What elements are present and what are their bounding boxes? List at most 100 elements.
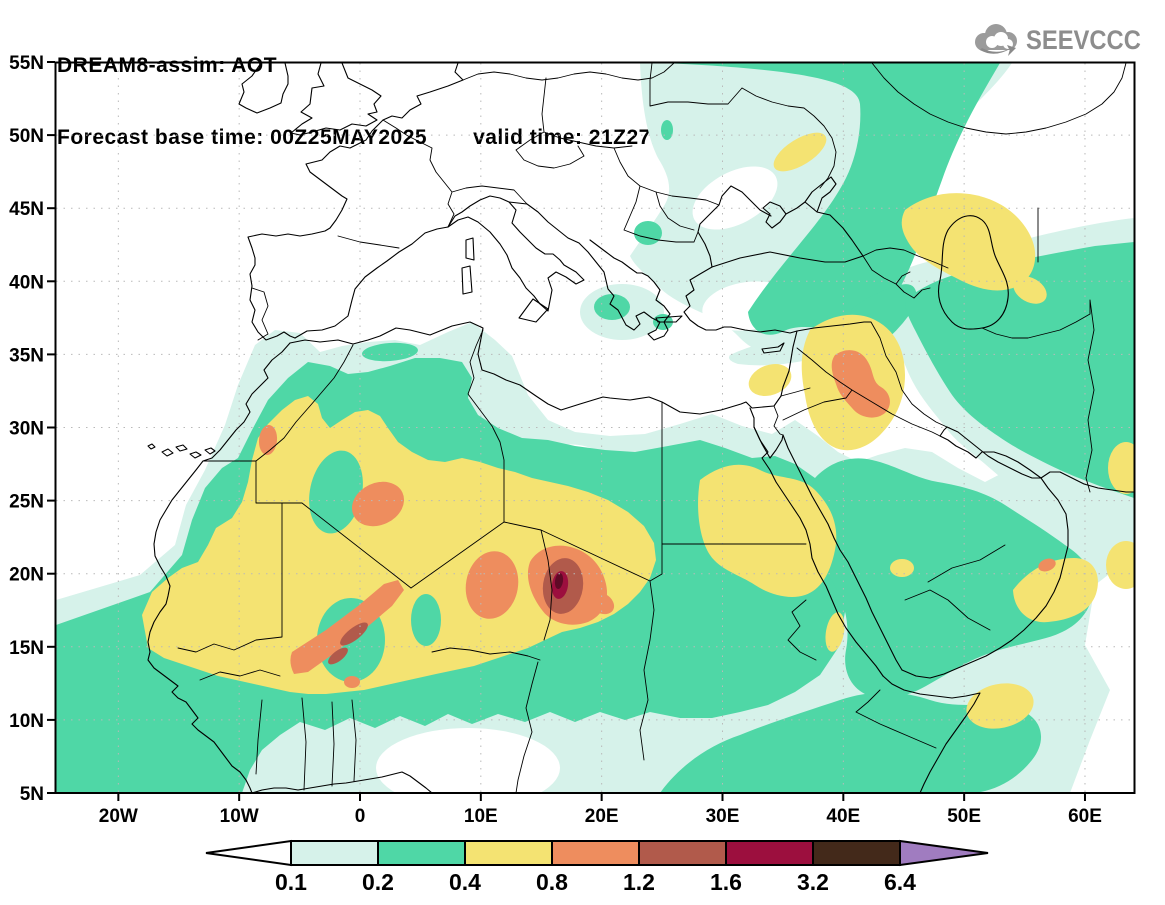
page-title: DREAM8-assim: AOT (57, 54, 278, 77)
map-shape (904, 544, 1006, 631)
map-shape (290, 63, 382, 136)
map-shape (147, 443, 216, 459)
map-shape (753, 426, 884, 677)
iraq-orange-core (831, 350, 890, 418)
map-shape (782, 434, 903, 671)
y-tick-label: 25N (9, 492, 44, 513)
legend-label: 0.8 (536, 869, 568, 895)
plot-frame (54, 61, 1136, 794)
dotted-gridlines (56, 63, 1134, 792)
ukraine-yellow (773, 132, 827, 172)
east-med-cyan-strip (729, 340, 813, 366)
north-mali-orange (351, 481, 405, 527)
map-shape (796, 321, 948, 428)
map-shape (199, 669, 357, 791)
mali-streak-orange (290, 580, 404, 674)
map-shape (177, 460, 412, 653)
somalia-yellow (966, 683, 1034, 729)
y-axis-ticks (47, 61, 55, 794)
cloud-icon (975, 24, 1018, 56)
y-tick-label: 45N (9, 199, 44, 220)
map-shape (773, 347, 941, 437)
y-tick-label: 5N (20, 784, 44, 805)
map-shape (289, 321, 798, 415)
map-shape (587, 591, 615, 615)
y-tick-label: 10N (9, 711, 44, 732)
legend-arrow-below (205, 839, 292, 867)
map-shape (461, 265, 473, 295)
base-time-label: Forecast base time: 00Z25MAY2025 (57, 126, 428, 149)
x-tick-label: 40E (826, 806, 860, 827)
map-shape (1106, 541, 1134, 589)
west-africa-yellow (142, 396, 656, 694)
legend-label: 0.2 (362, 869, 394, 895)
map-shape (787, 599, 937, 749)
x-tick-label: 10E (464, 806, 498, 827)
legend-box (812, 840, 901, 866)
map-shape (431, 647, 541, 792)
map-shape (729, 340, 813, 366)
x-tick-label: 60E (1068, 806, 1102, 827)
map-shape (447, 195, 585, 312)
map-shape (467, 329, 505, 523)
map-shape (749, 407, 784, 459)
map-shape (247, 79, 464, 341)
map-shape (294, 226, 449, 339)
aot-band-1.6-3.2 (551, 571, 569, 599)
map-shape (649, 401, 807, 582)
country-borders (177, 63, 1127, 792)
map-shape (594, 294, 630, 320)
seevccc-logo: SEEVCCC (970, 20, 1157, 60)
map-shape (462, 63, 675, 81)
map-shape (515, 77, 633, 169)
logo-text: SEEVCCC (1026, 24, 1142, 55)
eritrea-coast-yellow (825, 612, 845, 652)
map-shape (253, 771, 432, 792)
map-shape (613, 147, 720, 243)
caspian-yellow (901, 193, 1036, 291)
map-shape (655, 315, 683, 323)
map-shape (238, 63, 289, 114)
map-shape (862, 247, 949, 299)
legend-label: 1.6 (710, 869, 742, 895)
map-shape (890, 559, 914, 577)
map-shape (748, 364, 792, 396)
map-shape (410, 521, 655, 761)
map-shape (147, 342, 291, 792)
legend-label: 0.1 (275, 869, 307, 895)
x-axis-ticks (117, 793, 1086, 801)
egypt-sudan-yellow (698, 464, 837, 597)
map-shape (411, 594, 441, 646)
map-shape (981, 207, 1095, 493)
colorbar-legend: 0.1 0.2 0.4 0.8 1.2 1.6 3.2 6.4 (205, 839, 989, 895)
x-axis-labels: 20W 10W 0 10E 20E 30E 40E 50E 60E (99, 806, 1102, 827)
map-shape (649, 63, 837, 189)
map-shape (661, 120, 673, 140)
legend-box (464, 840, 553, 866)
map-shape (683, 266, 798, 334)
contour-fills (56, 63, 1134, 792)
map-shape (362, 342, 418, 362)
chad-darkest-core (554, 573, 564, 589)
legend-box (725, 840, 814, 866)
map-shape (340, 622, 368, 646)
legend-box (377, 840, 466, 866)
map-shape (946, 426, 1134, 493)
map-shape (328, 647, 348, 665)
oman-orange-dot (1038, 558, 1056, 572)
x-tick-label: 20E (585, 806, 619, 827)
y-tick-label: 50N (9, 126, 44, 147)
legend-label: 6.4 (884, 869, 916, 895)
y-tick-label: 15N (9, 638, 44, 659)
map-shape (901, 477, 1069, 679)
caspian-iran-band (905, 242, 1134, 498)
map-shape (255, 344, 354, 462)
east-niger-orange (465, 551, 519, 619)
legend-label: 3.2 (797, 869, 829, 895)
map-shape (871, 63, 1127, 135)
y-tick-label: 30N (9, 419, 44, 440)
map-shape (518, 298, 549, 323)
map-shape (382, 119, 528, 228)
map-shape (251, 235, 400, 341)
